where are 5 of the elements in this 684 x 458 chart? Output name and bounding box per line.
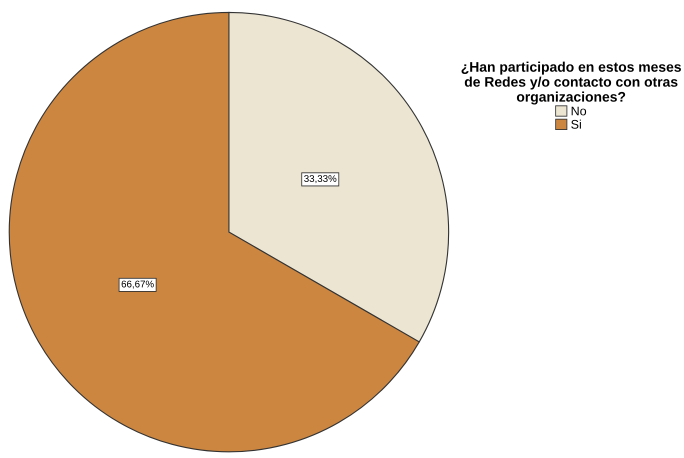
legend-label: No <box>572 106 586 116</box>
legend-label: Si <box>571 120 581 129</box>
data-label: 33,33% <box>304 175 336 184</box>
data-label: 66,67% <box>122 280 154 289</box>
legend-title: ¿Han participado en estos meses de Redes y/o contacto con otras organizaciones? <box>462 62 681 105</box>
